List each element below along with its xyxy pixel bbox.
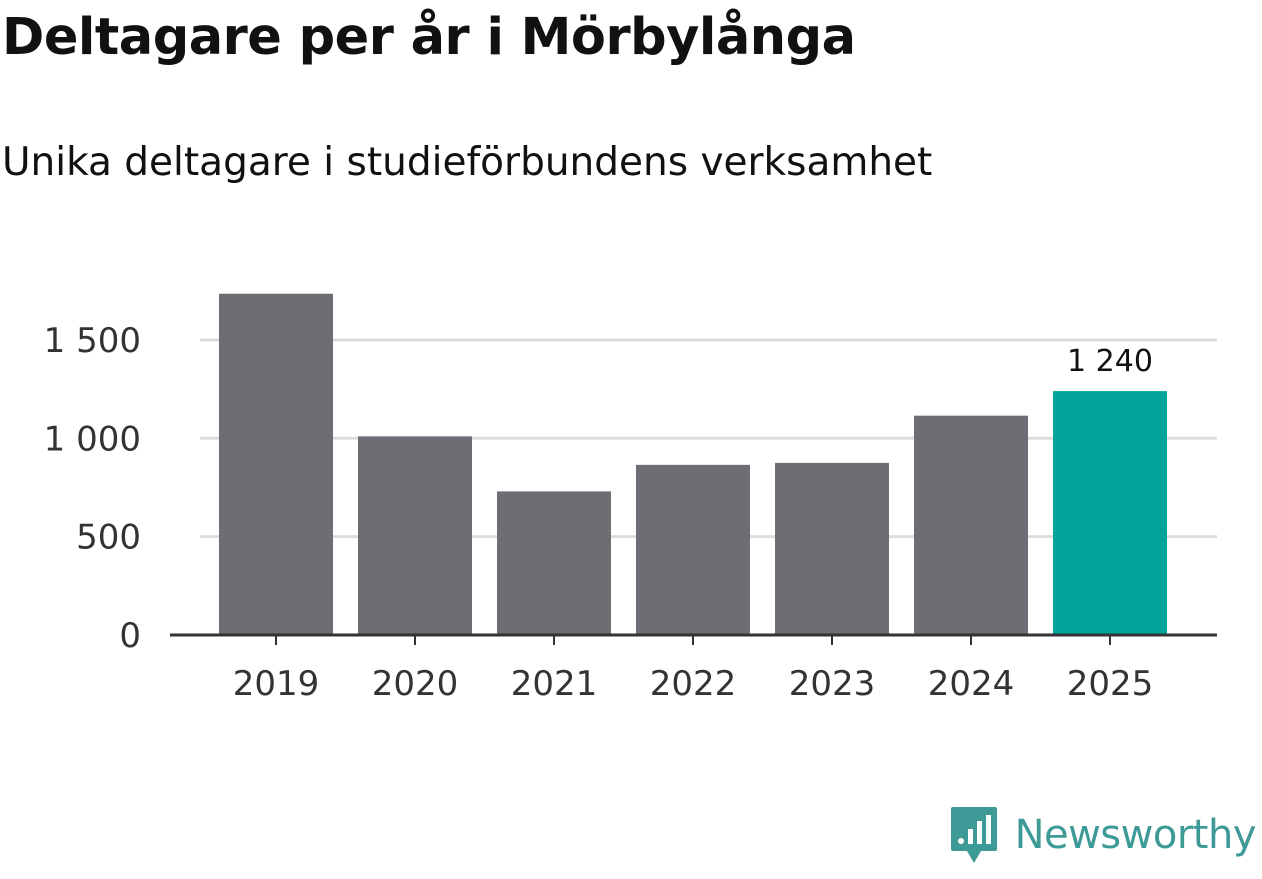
bar-2023 [775,462,889,635]
y-tick-label: 1 500 [44,321,141,361]
newsworthy-logo-icon [950,807,997,863]
brand-logo: Newsworthy [949,805,1257,865]
x-axis [170,633,1217,645]
bar-2019 [219,293,333,635]
y-axis-ticks: 0 500 1 000 1 500 [44,321,141,656]
bar-2021 [497,491,611,635]
x-tick-label: 2019 [233,664,320,704]
x-tick-label: 2020 [372,664,459,704]
x-tick-label: 2024 [928,664,1015,704]
data-labels: 1 240 [1067,344,1153,379]
brand-name: Newsworthy [1014,812,1257,858]
chart-subtitle: Unika deltagare i studieförbundens verks… [2,140,933,185]
bar-2024 [914,415,1028,635]
x-tick-label: 2021 [511,664,598,704]
bar-2020 [358,436,472,635]
bars [219,293,1167,635]
x-tick-label: 2023 [789,664,876,704]
x-axis-ticks: 2019 2020 2021 2022 2023 2024 2025 [233,664,1154,704]
x-tick-label: 2022 [650,664,737,704]
chart-title: Deltagare per år i Mörbylånga [2,8,856,67]
y-tick-label: 500 [76,518,141,558]
bar-2022 [636,464,750,635]
data-label: 1 240 [1067,344,1153,379]
y-tick-label: 0 [119,616,141,656]
bar-2025 [1053,391,1167,635]
y-tick-label: 1 000 [44,419,141,459]
x-tick-label: 2025 [1067,664,1154,704]
